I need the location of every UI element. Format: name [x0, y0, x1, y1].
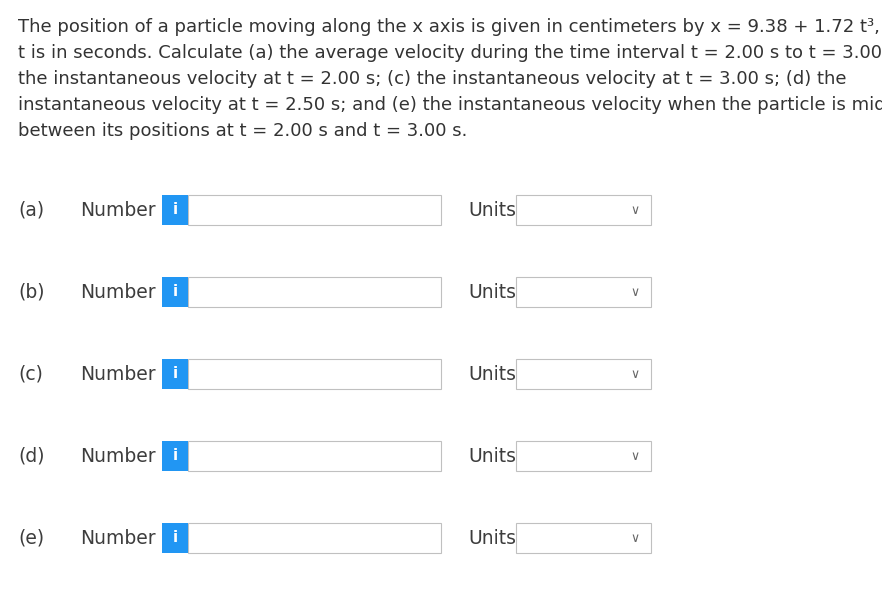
- Bar: [162, 441, 188, 471]
- Text: ∨: ∨: [631, 533, 639, 546]
- Text: (e): (e): [18, 528, 44, 547]
- Bar: [162, 523, 188, 553]
- Text: i: i: [173, 202, 177, 218]
- Text: Units: Units: [468, 283, 516, 302]
- Bar: [516, 277, 651, 307]
- Text: i: i: [173, 367, 177, 381]
- Text: Units: Units: [468, 446, 516, 465]
- Text: ∨: ∨: [631, 286, 639, 300]
- Text: Number: Number: [80, 446, 155, 465]
- Bar: [188, 359, 441, 389]
- Text: i: i: [173, 530, 177, 546]
- Text: ∨: ∨: [631, 368, 639, 381]
- Bar: [188, 195, 441, 225]
- Bar: [516, 195, 651, 225]
- Text: i: i: [173, 449, 177, 463]
- Text: (b): (b): [18, 283, 44, 302]
- Text: the instantaneous velocity at t = 2.00 s; (c) the instantaneous velocity at t = : the instantaneous velocity at t = 2.00 s…: [18, 70, 847, 88]
- Text: ∨: ∨: [631, 205, 639, 218]
- Bar: [162, 195, 188, 225]
- Text: instantaneous velocity at t = 2.50 s; and (e) the instantaneous velocity when th: instantaneous velocity at t = 2.50 s; an…: [18, 96, 882, 114]
- Text: between its positions at t = 2.00 s and t = 3.00 s.: between its positions at t = 2.00 s and …: [18, 122, 467, 140]
- Bar: [516, 441, 651, 471]
- Text: t is in seconds. Calculate (a) the average velocity during the time interval t =: t is in seconds. Calculate (a) the avera…: [18, 44, 882, 62]
- Text: (a): (a): [18, 200, 44, 219]
- Bar: [162, 277, 188, 307]
- Text: ∨: ∨: [631, 451, 639, 463]
- Text: The position of a particle moving along the x axis is given in centimeters by x : The position of a particle moving along …: [18, 18, 882, 36]
- Text: Number: Number: [80, 283, 155, 302]
- Text: Units: Units: [468, 365, 516, 384]
- Bar: [188, 523, 441, 553]
- Bar: [516, 359, 651, 389]
- Bar: [188, 441, 441, 471]
- Text: Units: Units: [468, 200, 516, 219]
- Text: Number: Number: [80, 200, 155, 219]
- Text: (d): (d): [18, 446, 44, 465]
- Text: (c): (c): [18, 365, 43, 384]
- Bar: [162, 359, 188, 389]
- Text: Number: Number: [80, 365, 155, 384]
- Text: Units: Units: [468, 528, 516, 547]
- Bar: [516, 523, 651, 553]
- Text: i: i: [173, 284, 177, 300]
- Text: Number: Number: [80, 528, 155, 547]
- Bar: [188, 277, 441, 307]
